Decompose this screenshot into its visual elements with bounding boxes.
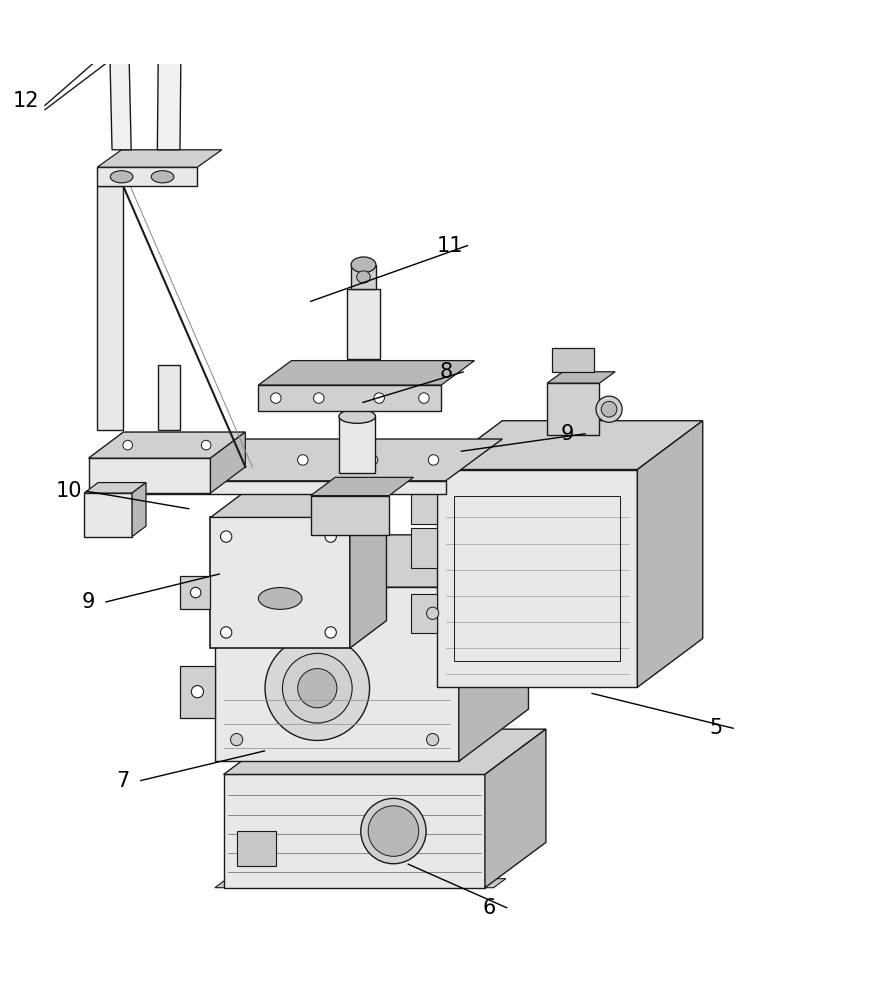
Polygon shape (108, 0, 131, 150)
Polygon shape (88, 432, 246, 458)
Ellipse shape (367, 455, 378, 465)
Polygon shape (310, 477, 413, 496)
Polygon shape (158, 365, 180, 430)
Polygon shape (180, 666, 215, 718)
Polygon shape (437, 421, 703, 470)
Polygon shape (411, 594, 437, 633)
Text: 8: 8 (439, 362, 452, 382)
Ellipse shape (325, 627, 336, 638)
Ellipse shape (201, 440, 211, 450)
Polygon shape (106, 481, 446, 494)
Text: 9: 9 (561, 424, 574, 444)
Polygon shape (485, 729, 546, 888)
Ellipse shape (191, 587, 201, 598)
Polygon shape (547, 372, 615, 383)
Ellipse shape (596, 396, 622, 422)
Ellipse shape (231, 733, 243, 746)
Polygon shape (88, 458, 211, 493)
Ellipse shape (191, 686, 204, 698)
Polygon shape (180, 576, 211, 609)
Ellipse shape (325, 531, 336, 542)
Polygon shape (339, 416, 376, 473)
Text: 6: 6 (482, 898, 496, 918)
Ellipse shape (428, 455, 439, 465)
Polygon shape (106, 439, 503, 481)
Polygon shape (215, 535, 529, 587)
Polygon shape (97, 167, 198, 186)
Polygon shape (211, 478, 402, 517)
Ellipse shape (220, 627, 232, 638)
Ellipse shape (265, 636, 370, 740)
Polygon shape (637, 421, 703, 687)
Ellipse shape (427, 607, 439, 619)
Polygon shape (84, 483, 146, 493)
Ellipse shape (123, 440, 133, 450)
Ellipse shape (231, 607, 243, 619)
Polygon shape (157, 0, 183, 150)
Polygon shape (215, 587, 459, 761)
Text: 10: 10 (56, 481, 83, 501)
Polygon shape (211, 517, 350, 648)
Polygon shape (84, 493, 132, 537)
Polygon shape (411, 528, 437, 568)
Polygon shape (310, 496, 389, 535)
Text: 11: 11 (437, 236, 463, 256)
Ellipse shape (271, 393, 281, 403)
Polygon shape (224, 729, 546, 774)
Ellipse shape (151, 171, 174, 183)
Polygon shape (97, 150, 222, 167)
Polygon shape (132, 483, 146, 537)
Ellipse shape (282, 653, 352, 723)
Ellipse shape (427, 733, 439, 746)
Ellipse shape (110, 171, 133, 183)
Polygon shape (97, 186, 123, 430)
Ellipse shape (211, 455, 221, 465)
Polygon shape (459, 535, 529, 761)
Ellipse shape (158, 455, 169, 465)
Polygon shape (259, 385, 441, 411)
Polygon shape (259, 361, 475, 385)
Polygon shape (224, 774, 485, 888)
Ellipse shape (361, 798, 427, 864)
Polygon shape (347, 289, 380, 359)
Text: 9: 9 (82, 592, 95, 612)
Polygon shape (211, 432, 246, 493)
Ellipse shape (419, 393, 429, 403)
Polygon shape (351, 265, 376, 289)
Polygon shape (215, 879, 506, 888)
Polygon shape (237, 831, 276, 866)
Text: 5: 5 (709, 718, 723, 738)
Ellipse shape (259, 588, 302, 609)
Ellipse shape (601, 401, 617, 417)
Ellipse shape (374, 393, 385, 403)
Ellipse shape (298, 669, 336, 708)
Text: 12: 12 (12, 91, 39, 111)
Polygon shape (350, 490, 386, 648)
Text: 7: 7 (117, 771, 130, 791)
Ellipse shape (339, 409, 376, 423)
Ellipse shape (220, 531, 232, 542)
Polygon shape (547, 383, 600, 435)
Ellipse shape (314, 393, 324, 403)
Ellipse shape (298, 455, 308, 465)
Ellipse shape (357, 271, 371, 283)
Polygon shape (437, 470, 637, 687)
Ellipse shape (351, 257, 376, 273)
Polygon shape (552, 348, 594, 372)
Polygon shape (411, 485, 437, 524)
Ellipse shape (368, 806, 419, 856)
